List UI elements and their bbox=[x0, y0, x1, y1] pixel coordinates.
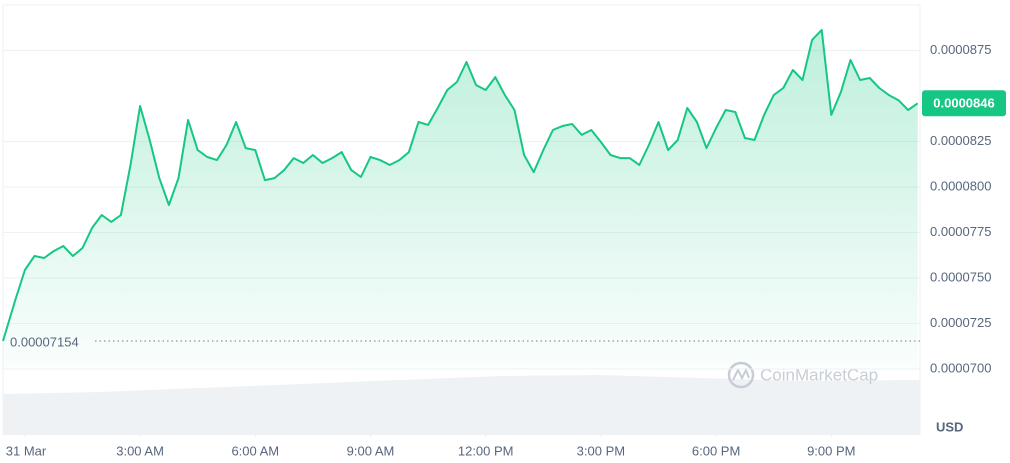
price-area bbox=[3, 29, 918, 370]
current-price-badge bbox=[922, 90, 1006, 117]
x-tick-label: 3:00 PM bbox=[577, 443, 625, 458]
watermark-logo-mark bbox=[732, 367, 750, 381]
y-tick-label: 0.0000700 bbox=[930, 360, 991, 375]
x-tick-label: 9:00 PM bbox=[807, 443, 855, 458]
x-tick-label: 9:00 AM bbox=[347, 443, 395, 458]
y-tick-label: 0.0000725 bbox=[930, 315, 991, 330]
start-price-label: 0.00007154 bbox=[10, 334, 79, 349]
x-tick-label: 6:00 PM bbox=[692, 443, 740, 458]
y-tick-label: 0.0000800 bbox=[930, 178, 991, 193]
y-tick-label: 0.0000775 bbox=[930, 224, 991, 239]
x-tick-label: 6:00 AM bbox=[231, 443, 279, 458]
volume-area bbox=[3, 375, 920, 435]
x-tick-label: 12:00 PM bbox=[458, 443, 514, 458]
y-unit-label: USD bbox=[936, 419, 963, 434]
watermark-text: CoinMarketCap bbox=[760, 365, 878, 384]
x-tick-label: 31 Mar bbox=[6, 443, 47, 458]
y-tick-label: 0.0000875 bbox=[930, 42, 991, 57]
x-tick-label: 3:00 AM bbox=[116, 443, 164, 458]
price-line bbox=[2, 28, 919, 342]
current-price-label: 0.0000846 bbox=[933, 96, 994, 111]
y-tick-label: 0.0000825 bbox=[930, 133, 991, 148]
y-tick-label: 0.0000750 bbox=[930, 269, 991, 284]
